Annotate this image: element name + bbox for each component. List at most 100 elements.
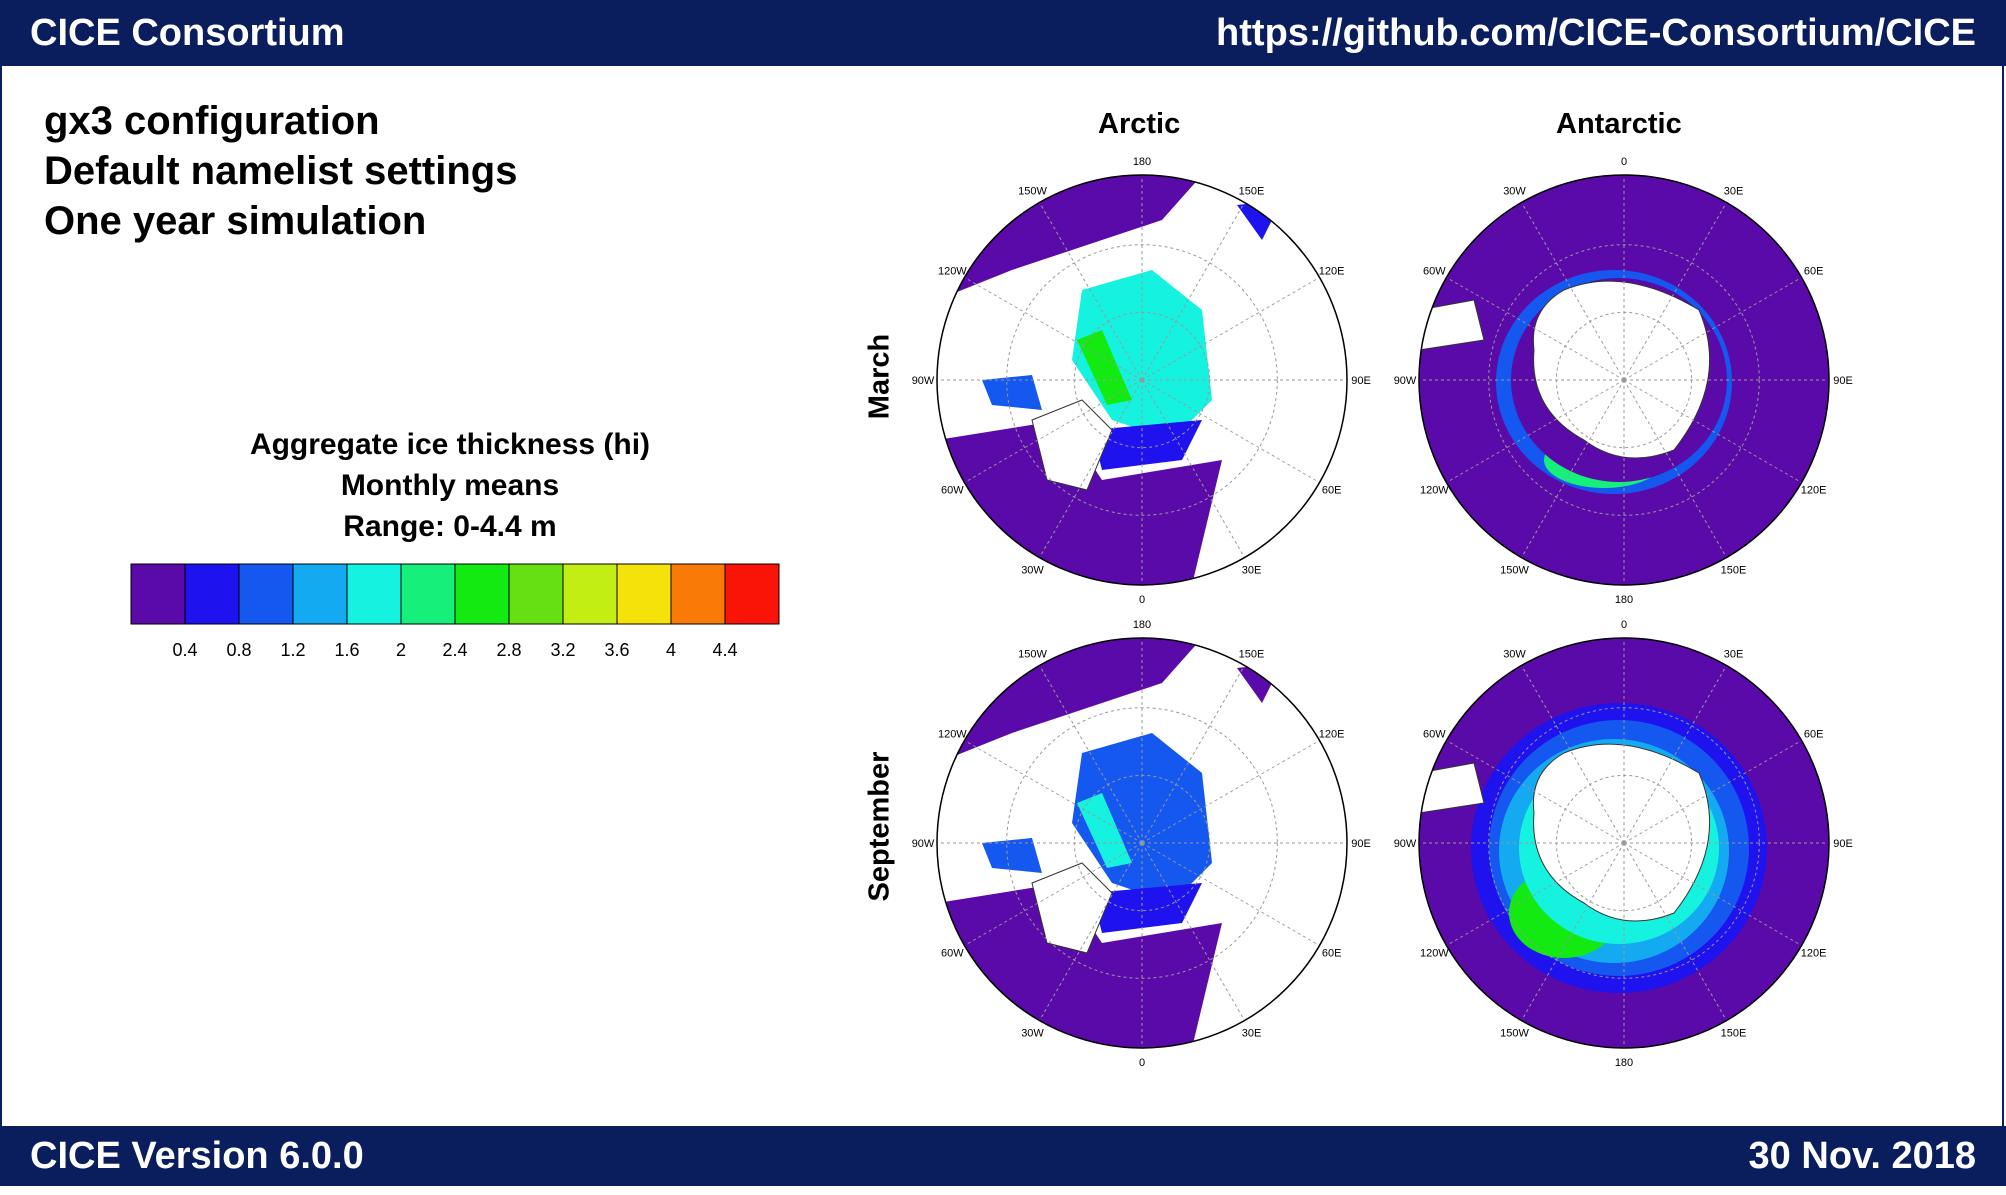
meridian-line: [1141, 665, 1245, 844]
colorbar-swatch: [724, 563, 780, 625]
meridian-line: [1141, 842, 1320, 946]
polar-map-arctic-march: 180 150E 120E 90E 60E 30E 0 30W 60W 90W 120W 150W: [912, 156, 1371, 606]
intro-line: Default namelist settings: [44, 149, 518, 193]
colorbar: 0.4 0.8 1.2 1.6 2 2.4 2.8 3.2 3.6 4 4.4: [130, 563, 780, 660]
longitude-label: 150W: [1500, 565, 1529, 577]
longitude-label: 150E: [1721, 565, 1747, 577]
longitude-label: 180: [1615, 594, 1633, 606]
meridian-line: [1141, 202, 1245, 381]
colorbar-tick-label: 2.8: [496, 640, 521, 660]
colorbar-swatch: [346, 563, 402, 625]
intro-line: One year simulation: [44, 199, 427, 243]
longitude-label: 30W: [1503, 185, 1526, 197]
map-border: [936, 637, 1348, 1049]
longitude-label: 30E: [1724, 185, 1744, 197]
longitude-label: 180: [1133, 156, 1151, 168]
meridian-line: [964, 277, 1143, 381]
header-url[interactable]: https://github.com/CICE-Consortium/CICE: [1216, 12, 1976, 54]
footer-date: 30 Nov. 2018: [1748, 1135, 1976, 1177]
colorbar-swatch: [292, 563, 348, 625]
caption-line: Monthly means: [340, 469, 560, 502]
meridian-line: [1446, 379, 1625, 483]
meridian-line: [1623, 202, 1727, 381]
column-title-antarctic: Antarctic: [1556, 108, 1682, 140]
longitude-label: 180: [1615, 1057, 1633, 1069]
latitude-circle: [1488, 244, 1760, 516]
longitude-label: 120E: [1319, 729, 1345, 741]
longitude-label: 60E: [1322, 485, 1342, 497]
longitude-label: 180: [1133, 619, 1151, 631]
header-bar: CICE Consortium https://github.com/CICE-…: [0, 0, 2006, 66]
footer-bar: CICE Version 6.0.0 30 Nov. 2018: [0, 1126, 2006, 1186]
polar-maps: 180 150E 120E 90E 60E 30E 0 30W 60W 90W 120W 150W 0 3…: [912, 156, 1853, 1069]
meridian-line: [1521, 379, 1625, 558]
colorbar-swatch: [184, 563, 240, 625]
meridian-line: [964, 740, 1143, 844]
latitude-circle: [1006, 707, 1278, 979]
colorbar-tick-label: 1.2: [280, 640, 305, 660]
meridian-line: [1623, 842, 1802, 946]
slide-frame: [0, 66, 2004, 1126]
longitude-label: 90E: [1351, 375, 1371, 387]
colorbar-tick-label: 3.6: [604, 640, 629, 660]
longitude-label: 60W: [941, 485, 964, 497]
polar-map-antarctic-march: 0 30E 60E 90E 120E 150E 180 150W 120W 90W 60W 30W: [1394, 156, 1853, 606]
colorbar-swatch: [130, 563, 186, 625]
latitude-circle: [1488, 707, 1760, 979]
meridian-line: [1623, 277, 1802, 381]
ice-region: [982, 838, 1042, 873]
greenland-landmass: [1031, 399, 1113, 491]
longitude-label: 0: [1621, 156, 1627, 168]
header-title: CICE Consortium: [30, 12, 345, 54]
meridian-line: [1521, 665, 1625, 844]
longitude-label: 30W: [1503, 648, 1526, 660]
colorbar-tick-label: 2.4: [442, 640, 467, 660]
longitude-label: 30E: [1242, 1028, 1262, 1040]
caption-line: Range: 0-4.4 m: [343, 510, 557, 543]
ice-region: [982, 375, 1042, 410]
longitude-label: 60W: [1423, 729, 1446, 741]
meridian-line: [1521, 202, 1625, 381]
latitude-circle: [1006, 244, 1278, 516]
antarctica-landmass: [1532, 280, 1711, 459]
longitude-label: 120E: [1801, 948, 1827, 960]
intro-text: gx3 configuration Default namelist setti…: [44, 96, 517, 246]
longitude-label: 90W: [912, 375, 935, 387]
polar-map-arctic-september: 180 150E 120E 90E 60E 30E 0 30W 60W 90W 120W 150W: [912, 619, 1371, 1069]
longitude-label: 30W: [1021, 1028, 1044, 1040]
ice-region: [1092, 420, 1202, 470]
colorbar-swatch: [238, 563, 294, 625]
footer-version: CICE Version 6.0.0: [30, 1135, 364, 1177]
longitude-label: 60W: [1423, 266, 1446, 278]
colorbar-tick-label: 3.2: [550, 640, 575, 660]
polar-map-antarctic-september: 0 30E 60E 90E 120E 150E 180 150W 120W 90W 60W 30W: [1394, 619, 1853, 1069]
colorbar-swatch: [400, 563, 456, 625]
column-title-arctic: Arctic: [1098, 108, 1181, 140]
longitude-label: 90W: [1394, 375, 1417, 387]
longitude-label: 120E: [1801, 485, 1827, 497]
colorbar-tick-label: 4: [666, 640, 676, 660]
longitude-label: 120E: [1319, 266, 1345, 278]
longitude-label: 90E: [1833, 375, 1853, 387]
meridian-line: [1141, 740, 1320, 844]
colorbar-swatch: [562, 563, 618, 625]
longitude-label: 0: [1621, 619, 1627, 631]
meridian-line: [1446, 277, 1625, 381]
meridian-line: [1141, 277, 1320, 381]
longitude-label: 150E: [1239, 648, 1265, 660]
meridian-line: [1623, 740, 1802, 844]
colorbar-tick-label: 1.6: [334, 640, 359, 660]
colorbar-tick-label: 2: [396, 640, 406, 660]
longitude-label: 150E: [1239, 185, 1265, 197]
meridian-line: [964, 379, 1143, 483]
meridian-line: [1623, 842, 1727, 1021]
longitude-label: 90W: [1394, 838, 1417, 850]
longitude-label: 90W: [912, 838, 935, 850]
longitude-label: 60E: [1322, 948, 1342, 960]
longitude-label: 60E: [1804, 729, 1824, 741]
meridian-line: [1039, 842, 1143, 1021]
meridian-line: [1141, 842, 1245, 1021]
caption-line: Aggregate ice thickness (hi): [249, 428, 651, 461]
longitude-label: 150W: [1500, 1028, 1529, 1040]
meridian-line: [1521, 842, 1625, 1021]
